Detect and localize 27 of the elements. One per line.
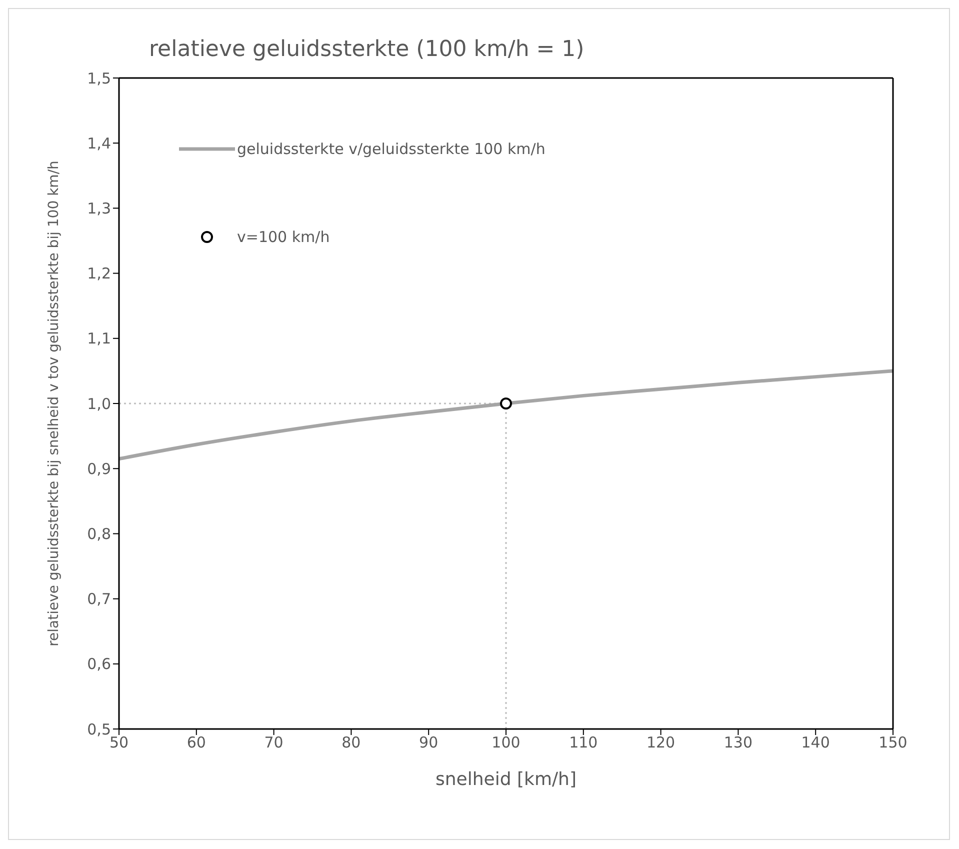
x-tick-label: 80 bbox=[342, 734, 361, 752]
y-tick-label: 0,8 bbox=[87, 525, 111, 544]
legend-label: v=100 km/h bbox=[237, 228, 330, 246]
x-tick-label: 120 bbox=[646, 734, 676, 752]
y-tick-label: 1,4 bbox=[87, 134, 111, 152]
x-tick-label: 70 bbox=[264, 734, 284, 752]
y-tick-label: 1,5 bbox=[87, 69, 111, 88]
chart-title: relatieve geluidssterkte (100 km/h = 1) bbox=[149, 37, 584, 62]
y-tick-label: 0,9 bbox=[87, 460, 111, 478]
x-axis-title: snelheid [km/h] bbox=[436, 769, 576, 790]
x-tick-label: 150 bbox=[878, 734, 908, 752]
y-tick-label: 0,6 bbox=[87, 655, 111, 674]
x-tick-label: 50 bbox=[109, 734, 129, 752]
x-tick-label: 140 bbox=[801, 734, 830, 752]
y-tick-label: 1,2 bbox=[87, 264, 111, 283]
x-tick-label: 100 bbox=[492, 734, 520, 752]
y-axis-title: relatieve geluidssterkte bij snelheid v tov geluidssterkte bij 100 km/h bbox=[46, 160, 62, 646]
x-tick-label: 60 bbox=[186, 734, 206, 752]
legend-label: geluidssterkte v/geluidssterkte 100 km/h bbox=[237, 140, 546, 158]
y-tick-label: 1,3 bbox=[87, 200, 111, 218]
y-tick-label: 0,7 bbox=[87, 590, 111, 608]
y-tick-label: 0,5 bbox=[87, 720, 111, 738]
x-tick-label: 130 bbox=[724, 734, 753, 752]
y-tick-label: 1,1 bbox=[87, 330, 111, 348]
y-tick-label: 1,0 bbox=[87, 394, 111, 413]
x-tick-label: 90 bbox=[419, 734, 438, 752]
x-tick-label: 110 bbox=[569, 734, 598, 752]
